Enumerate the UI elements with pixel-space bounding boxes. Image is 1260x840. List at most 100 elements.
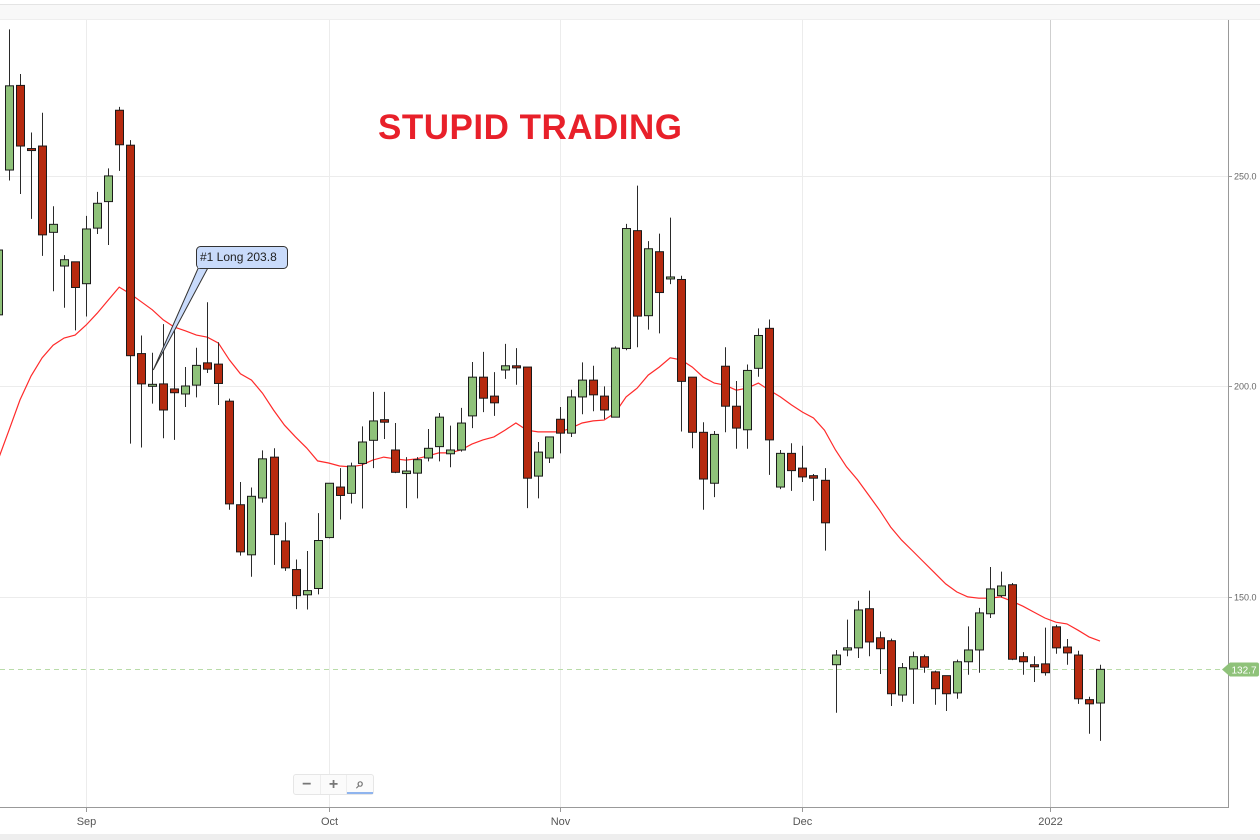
candle[interactable] — [27, 132, 36, 219]
candle[interactable] — [765, 319, 774, 475]
candle[interactable] — [931, 670, 940, 705]
candle[interactable] — [732, 380, 741, 449]
candle[interactable] — [666, 217, 675, 285]
candle[interactable] — [336, 468, 345, 520]
candle[interactable] — [192, 347, 201, 398]
candle[interactable] — [247, 487, 256, 577]
candle[interactable] — [369, 391, 378, 469]
zoom-reset-icon[interactable]: ⌕ — [347, 775, 374, 794]
candle[interactable] — [1019, 652, 1028, 675]
candle[interactable] — [468, 362, 477, 429]
candle[interactable] — [523, 366, 532, 509]
candle[interactable] — [512, 348, 521, 385]
candle[interactable] — [303, 551, 312, 610]
candle[interactable] — [104, 168, 113, 245]
candle[interactable] — [920, 654, 929, 673]
candle[interactable] — [677, 275, 686, 432]
candle[interactable] — [545, 436, 554, 464]
candle[interactable] — [589, 365, 598, 412]
candle[interactable] — [743, 364, 752, 449]
candle[interactable] — [5, 29, 14, 181]
candle[interactable] — [1074, 650, 1083, 704]
candle[interactable] — [314, 513, 323, 595]
candle[interactable] — [402, 457, 411, 509]
candle[interactable] — [281, 522, 290, 571]
candle[interactable] — [611, 346, 620, 418]
candle[interactable] — [325, 482, 334, 539]
candle[interactable] — [909, 651, 918, 704]
candle[interactable] — [435, 412, 444, 462]
candle[interactable] — [964, 626, 973, 675]
candle[interactable] — [16, 74, 25, 195]
candle[interactable] — [699, 422, 708, 510]
candle[interactable] — [1052, 624, 1061, 654]
candle[interactable] — [1096, 664, 1105, 741]
candle[interactable] — [1085, 696, 1094, 734]
candle[interactable] — [953, 659, 962, 699]
candle[interactable] — [0, 247, 3, 319]
candle[interactable] — [38, 112, 47, 256]
candle[interactable] — [688, 376, 697, 449]
candle[interactable] — [622, 223, 631, 351]
candle[interactable] — [898, 663, 907, 702]
candle[interactable] — [159, 324, 168, 439]
candle[interactable] — [126, 140, 135, 444]
candle[interactable] — [71, 261, 80, 331]
candle[interactable] — [644, 241, 653, 330]
candle[interactable] — [534, 441, 543, 499]
candle[interactable] — [258, 450, 267, 503]
candle[interactable] — [567, 389, 576, 437]
candle[interactable] — [832, 649, 841, 713]
candle[interactable] — [997, 571, 1006, 598]
candle[interactable] — [1008, 583, 1017, 661]
candle[interactable] — [82, 215, 91, 317]
candle[interactable] — [49, 206, 58, 292]
plus-icon[interactable]: + — [321, 775, 348, 794]
candle[interactable] — [776, 449, 785, 490]
candle[interactable] — [214, 342, 223, 405]
candle[interactable] — [655, 233, 664, 334]
candle[interactable] — [236, 481, 245, 556]
candle[interactable] — [501, 343, 510, 379]
candle[interactable] — [798, 445, 807, 482]
candle[interactable] — [270, 448, 279, 565]
candle[interactable] — [865, 590, 874, 657]
candle[interactable] — [137, 335, 146, 448]
candle[interactable] — [380, 391, 389, 440]
candle[interactable] — [754, 328, 763, 377]
candle[interactable] — [181, 367, 190, 408]
candle[interactable] — [710, 431, 719, 498]
candle[interactable] — [854, 600, 863, 658]
candle[interactable] — [490, 372, 499, 416]
candle[interactable] — [1063, 639, 1072, 665]
candle[interactable] — [292, 559, 301, 610]
candle[interactable] — [203, 302, 212, 373]
candle[interactable] — [347, 462, 356, 504]
candle[interactable] — [446, 425, 455, 468]
candle[interactable] — [600, 386, 609, 420]
candle[interactable] — [809, 473, 818, 501]
candle[interactable] — [358, 426, 367, 509]
candle[interactable] — [721, 347, 730, 433]
candle[interactable] — [391, 423, 400, 474]
candle[interactable] — [479, 351, 488, 413]
candle[interactable] — [170, 324, 179, 440]
candle[interactable] — [787, 443, 796, 491]
minus-icon[interactable]: − — [294, 775, 321, 794]
candle[interactable] — [60, 255, 69, 308]
candle[interactable] — [986, 567, 995, 618]
candle[interactable] — [225, 398, 234, 510]
candle[interactable] — [556, 407, 565, 454]
candle[interactable] — [148, 352, 157, 404]
candle[interactable] — [1041, 627, 1050, 676]
candle[interactable] — [1030, 656, 1039, 682]
candle[interactable] — [887, 638, 896, 706]
candle[interactable] — [876, 631, 885, 674]
candle[interactable] — [457, 407, 466, 452]
candle[interactable] — [633, 185, 642, 348]
candle[interactable] — [821, 468, 830, 551]
candle[interactable] — [843, 619, 852, 657]
candle[interactable] — [975, 607, 984, 673]
candle[interactable] — [424, 428, 433, 462]
